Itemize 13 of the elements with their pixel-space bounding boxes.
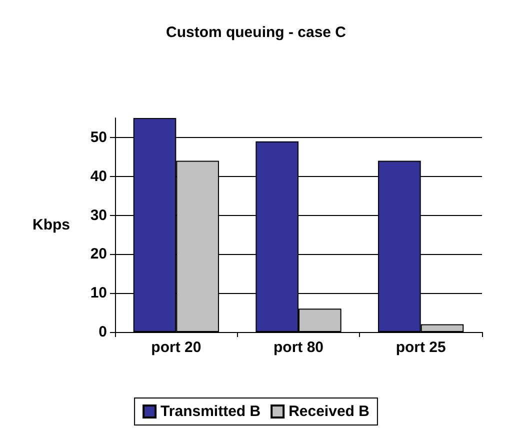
y-tick-label: 40	[90, 168, 107, 185]
legend-label: Received B	[288, 403, 370, 420]
x-tick-label: port 80	[273, 339, 324, 356]
y-tick-label: 20	[90, 246, 107, 263]
chart-title: Custom queuing - case C	[166, 24, 346, 41]
y-tick-label: 50	[90, 128, 107, 146]
y-axis-title: Kbps	[32, 216, 70, 234]
x-tick-label: port 25	[396, 339, 446, 356]
legend-label: Transmitted B	[160, 403, 261, 420]
y-tick-label: 10	[90, 284, 107, 302]
y-tick-label: 30	[90, 206, 107, 224]
y-tick-label: 0	[98, 324, 107, 340]
x-tick-label: port 20	[151, 339, 202, 356]
